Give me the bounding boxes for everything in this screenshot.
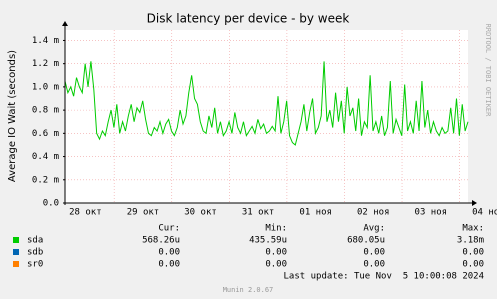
stat-value: 0.00 <box>158 248 180 258</box>
legend-label: sdb <box>27 248 43 258</box>
x-tick-label: 28 окт <box>69 208 102 218</box>
chart-title: Disk latency per device - by week <box>147 12 350 26</box>
x-tick-label: 03 ноя <box>415 208 448 218</box>
plot-area <box>65 30 468 203</box>
stat-value: 435.59u <box>249 236 287 246</box>
stat-value: 0.00 <box>363 248 385 258</box>
x-tick-label: 31 окт <box>242 208 275 218</box>
stat-header: Cur: <box>158 224 180 234</box>
x-tick-label: 01 ноя <box>299 208 332 218</box>
legend-swatch <box>13 237 19 243</box>
legend-swatch <box>13 249 19 255</box>
x-tick-label: 04 ноя <box>472 208 497 218</box>
data-line <box>64 61 469 146</box>
stat-value: 3.18m <box>457 236 484 246</box>
x-axis-arrow <box>472 200 477 206</box>
side-note: RRDTOOL / TOBI OETIKER <box>484 24 492 118</box>
stat-value: 0.00 <box>158 260 180 270</box>
y-axis-arrow <box>62 21 68 26</box>
stat-header: Max: <box>462 224 484 234</box>
y-tick-label: 1.4 m <box>32 36 59 46</box>
stat-value: 680.05u <box>347 236 385 246</box>
x-tick-label: 29 окт <box>127 208 160 218</box>
x-tick-label: 30 окт <box>184 208 217 218</box>
last-update: Last update: Tue Nov 5 10:00:08 2024 <box>284 272 484 282</box>
y-tick-label: 0.6 m <box>32 129 59 139</box>
stat-header: Avg: <box>363 224 385 234</box>
y-axis-label: Average IO Wait (seconds) <box>7 50 18 182</box>
y-tick-label: 1.0 m <box>32 82 59 92</box>
stat-value: 0.00 <box>462 248 484 258</box>
legend-label: sda <box>27 236 43 246</box>
y-tick-label: 0.8 m <box>32 106 59 116</box>
x-tick-label: 02 ноя <box>357 208 390 218</box>
stat-value: 0.00 <box>265 260 287 270</box>
stat-value: 568.26u <box>142 236 180 246</box>
stat-value: 0.00 <box>265 248 287 258</box>
y-tick-label: 0.4 m <box>32 152 59 162</box>
y-tick-label: 0.0 <box>43 199 59 209</box>
legend-label: sr0 <box>27 260 43 270</box>
stat-value: 0.00 <box>462 260 484 270</box>
legend-swatch <box>13 261 19 267</box>
y-tick-label: 0.2 m <box>32 175 59 185</box>
y-tick-label: 1.2 m <box>32 59 59 69</box>
stat-header: Min: <box>265 224 287 234</box>
stat-value: 0.00 <box>363 260 385 270</box>
footer: Munin 2.0.67 <box>223 286 274 294</box>
